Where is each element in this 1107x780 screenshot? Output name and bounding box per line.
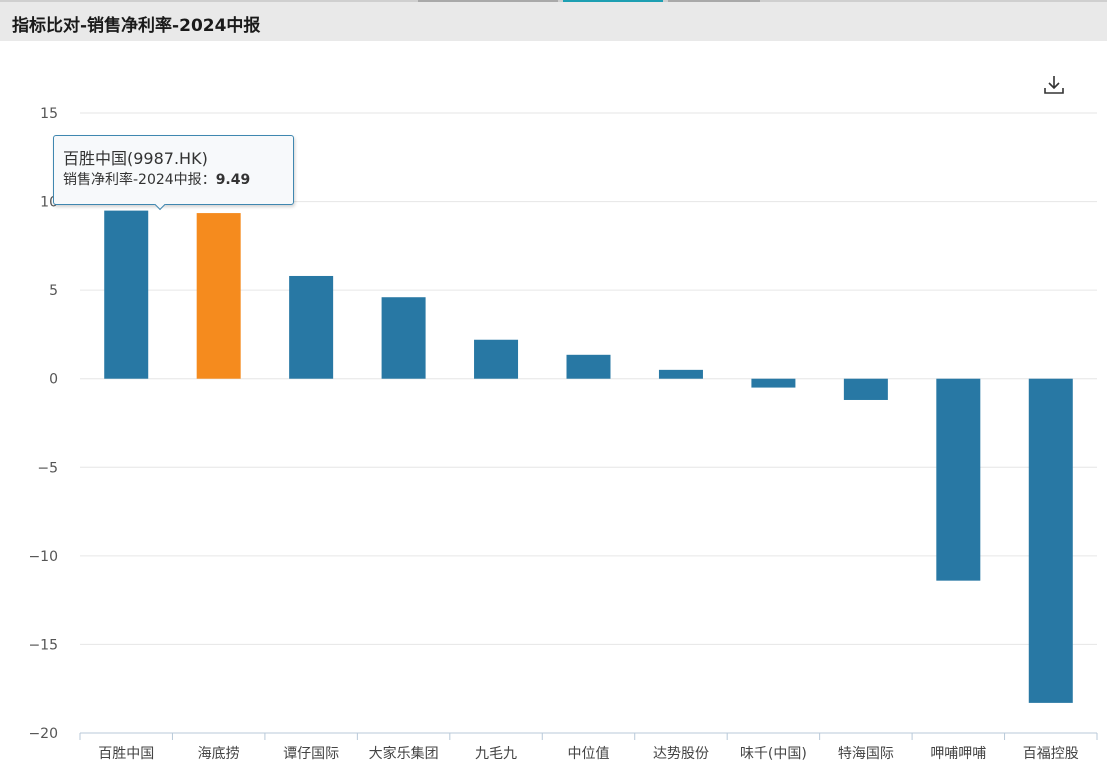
x-tick-label: 海底捞 xyxy=(198,746,240,762)
bar-8 xyxy=(751,378,796,388)
x-tick-label: 味千(中国) xyxy=(740,746,807,762)
top-tab-indicator-active xyxy=(563,0,663,2)
y-tick-label: −15 xyxy=(28,637,58,653)
bar-5 xyxy=(474,339,519,379)
chart-tooltip: 百胜中国(9987.HK) 销售净利率-2024中报：9.49 xyxy=(53,135,294,205)
bar-9 xyxy=(843,378,888,400)
x-tick-label: 百胜中国 xyxy=(98,746,154,762)
x-tick-label: 特海国际 xyxy=(838,746,894,762)
bar-6 xyxy=(566,354,611,379)
bar-1 xyxy=(104,210,149,379)
panel-header: 指标比对-销售净利率-2024中报 xyxy=(0,2,1107,41)
y-tick-label: −20 xyxy=(28,726,58,742)
page-title: 指标比对-销售净利率-2024中报 xyxy=(12,16,261,36)
x-tick-label: 谭仔国际 xyxy=(283,746,339,762)
x-tick-label: 中位值 xyxy=(568,746,610,762)
x-tick-label: 呷哺呷哺 xyxy=(930,746,986,762)
top-tab-indicator xyxy=(418,0,558,2)
bar-3 xyxy=(289,275,334,379)
y-tick-label: 5 xyxy=(49,283,58,299)
bar-2 xyxy=(196,213,241,379)
top-tab-indicator xyxy=(668,0,760,2)
y-tick-label: 0 xyxy=(49,372,58,388)
bar-11 xyxy=(1028,378,1073,703)
bar-4 xyxy=(381,297,426,379)
bar-10 xyxy=(936,378,981,581)
tooltip-value: 9.49 xyxy=(215,172,251,188)
tooltip-pointer xyxy=(154,204,166,216)
download-button[interactable] xyxy=(1041,72,1067,98)
x-tick-label: 达势股份 xyxy=(653,746,709,762)
bar-7 xyxy=(658,369,703,379)
tooltip-metric-label: 销售净利率-2024中报 xyxy=(63,172,202,188)
tooltip-company-name: 百胜中国(9987.HK) xyxy=(63,149,208,168)
y-tick-label: 15 xyxy=(40,106,58,122)
tooltip-metric-line: 销售净利率-2024中报：9.49 xyxy=(63,169,250,189)
tooltip-separator: ： xyxy=(201,172,216,188)
y-tick-label: −5 xyxy=(37,460,58,476)
x-tick-label: 大家乐集团 xyxy=(369,745,439,762)
x-tick-label: 九毛九 xyxy=(475,746,517,762)
x-tick-label: 百福控股 xyxy=(1023,746,1079,762)
download-icon xyxy=(1044,76,1064,94)
y-tick-label: −10 xyxy=(28,549,58,565)
top-accent-line xyxy=(0,0,1107,2)
